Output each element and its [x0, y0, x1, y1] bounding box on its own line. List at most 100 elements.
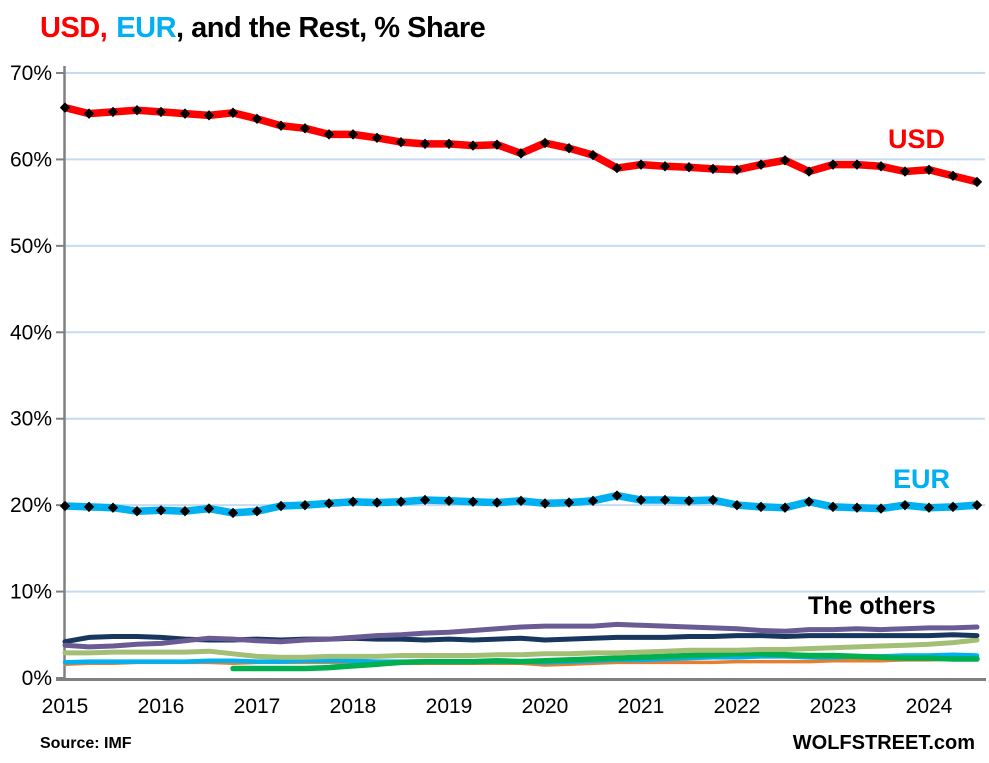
marker-USD [611, 162, 623, 174]
eur-series-label: EUR [893, 464, 951, 494]
marker-EUR [179, 505, 191, 517]
y-tick-label: 70% [10, 62, 52, 85]
marker-EUR [971, 499, 983, 511]
y-tick-label: 60% [10, 148, 52, 171]
marker-EUR [803, 496, 815, 507]
marker-USD [443, 138, 455, 150]
marker-USD [419, 138, 431, 150]
marker-EUR [83, 501, 95, 513]
marker-EUR [659, 494, 671, 506]
x-tick-label: 2019 [426, 695, 473, 718]
marker-EUR [275, 500, 287, 512]
marker-EUR [827, 501, 839, 513]
marker-EUR [491, 497, 503, 508]
series-line-others-green [230, 651, 980, 672]
marker-EUR [323, 498, 335, 509]
marker-EUR [587, 495, 599, 507]
marker-EUR [563, 497, 575, 508]
series-line-others-purple [62, 621, 980, 650]
chart-title: USD, EUR, and the Rest, % Share [40, 12, 486, 45]
marker-USD [635, 159, 647, 170]
marker-EUR [203, 503, 215, 514]
marker-USD [83, 108, 95, 119]
marker-EUR [131, 505, 143, 517]
marker-EUR [539, 498, 551, 509]
marker-USD [467, 140, 479, 151]
x-tick-label: 2021 [618, 695, 665, 718]
x-tick-label: 2018 [330, 695, 377, 718]
marker-EUR [515, 495, 527, 507]
marker-USD [515, 148, 527, 159]
marker-USD [323, 129, 335, 140]
marker-USD [731, 164, 743, 175]
marker-USD [923, 164, 935, 175]
marker-USD [947, 170, 959, 182]
marker-EUR [899, 499, 911, 511]
marker-EUR [59, 500, 71, 512]
series-line-USD [61, 103, 981, 186]
y-tick-label: 40% [10, 321, 52, 344]
marker-USD [899, 166, 911, 177]
marker-EUR [731, 499, 743, 511]
chart-title-eur: EUR [116, 12, 177, 44]
marker-USD [563, 142, 575, 154]
marker-USD [539, 137, 551, 149]
marker-USD [587, 149, 599, 161]
marker-EUR [443, 495, 455, 507]
marker-USD [59, 102, 71, 113]
chart-title-usd: USD, [40, 12, 108, 44]
y-tick-label: 50% [10, 235, 52, 258]
x-tick-label: 2017 [234, 695, 281, 718]
chart-title-rest: , and the Rest, % Share [176, 12, 486, 44]
marker-EUR [227, 507, 239, 519]
marker-USD [155, 106, 167, 118]
marker-USD [707, 163, 719, 175]
x-tick-label: 2020 [522, 695, 569, 718]
marker-USD [683, 162, 695, 173]
marker-EUR [683, 495, 695, 507]
marker-EUR [875, 503, 887, 514]
x-tick-label: 2024 [906, 695, 953, 718]
marker-EUR [251, 505, 263, 517]
marker-EUR [851, 502, 863, 513]
x-tick-label: 2023 [810, 695, 857, 718]
usd-series-label: USD [888, 124, 946, 154]
marker-USD [659, 161, 671, 172]
marker-EUR [419, 494, 431, 506]
marker-USD [779, 155, 791, 166]
marker-USD [227, 107, 239, 118]
marker-USD [107, 106, 119, 118]
y-tick-label: 10% [10, 581, 52, 604]
marker-EUR [635, 494, 647, 506]
marker-USD [371, 132, 383, 144]
marker-EUR [755, 501, 767, 513]
marker-EUR [947, 501, 959, 513]
marker-USD [827, 159, 839, 170]
marker-USD [395, 136, 407, 148]
marker-EUR [395, 496, 407, 507]
marker-EUR [299, 499, 311, 511]
marker-USD [347, 129, 359, 140]
marker-EUR [107, 502, 119, 513]
y-tick-label: 30% [10, 408, 52, 431]
marker-EUR [155, 505, 167, 516]
marker-USD [179, 108, 191, 119]
y-tick-label: 20% [10, 494, 52, 517]
x-tick-label: 2022 [714, 695, 761, 718]
x-tick-label: 2016 [138, 695, 185, 718]
marker-USD [131, 104, 143, 116]
marker-EUR [779, 502, 791, 513]
marker-USD [875, 161, 887, 172]
marker-USD [299, 123, 311, 134]
marker-EUR [923, 502, 935, 513]
y-tick-label: 0% [22, 667, 52, 690]
marker-EUR [611, 490, 623, 501]
marker-USD [803, 166, 815, 177]
x-tick-label: 2015 [42, 695, 89, 718]
marker-EUR [371, 497, 383, 508]
marker-EUR [707, 494, 719, 506]
marker-USD [275, 120, 287, 131]
others-series-label: The others [808, 592, 936, 620]
